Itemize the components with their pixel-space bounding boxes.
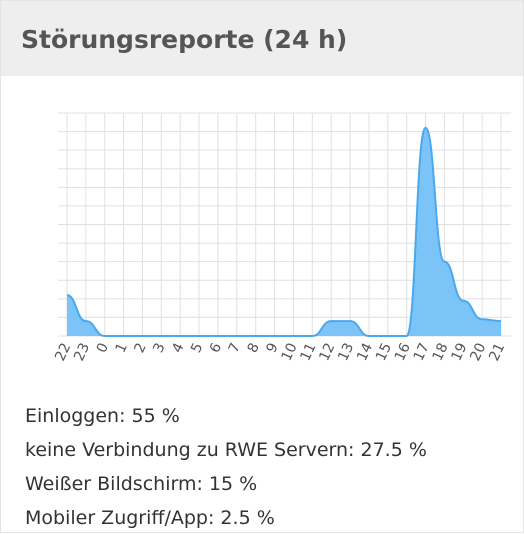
x-tick-label: 3 xyxy=(150,341,168,356)
x-tick-label: 19 xyxy=(448,341,470,364)
line xyxy=(66,126,502,337)
x-tick-label: 6 xyxy=(207,341,225,356)
x-tick-label: 1 xyxy=(113,341,131,356)
x-tick-label: 16 xyxy=(392,341,414,364)
x-tick-label: 14 xyxy=(354,341,376,364)
x-tick-label: 13 xyxy=(335,341,357,364)
x-tick-label: 8 xyxy=(245,341,263,356)
report-item: Weißer Bildschirm: 15 % xyxy=(25,473,258,495)
x-tick-label: 15 xyxy=(373,341,395,364)
area xyxy=(67,127,501,336)
report-item: Einloggen: 55 % xyxy=(25,405,180,427)
report-item: Mobiler Zugriff/App: 2.5 % xyxy=(25,507,275,529)
x-tick-label: 5 xyxy=(188,341,206,356)
x-tick-label: 17 xyxy=(411,341,433,364)
x-tick-label: 4 xyxy=(169,341,187,356)
x-tick-label: 7 xyxy=(226,341,244,356)
x-tick-label: 11 xyxy=(298,341,320,364)
report-item: keine Verbindung zu RWE Servern: 27.5 % xyxy=(25,439,427,461)
x-tick-label: 9 xyxy=(264,341,282,356)
report-list: Einloggen: 55 % keine Verbindung zu RWE S… xyxy=(25,399,427,535)
x-tick-label: 22 xyxy=(52,341,74,364)
title: Störungsreporte (24 h) xyxy=(21,25,348,54)
x-tick-label: 12 xyxy=(316,341,338,364)
x-tick-label: 21 xyxy=(486,341,508,364)
x-tick-label: 20 xyxy=(467,341,489,364)
x-tick-label: 18 xyxy=(430,341,452,364)
header: Störungsreporte (24 h) xyxy=(1,1,523,76)
x-tick-label: 0 xyxy=(94,341,112,356)
x-tick-label: 10 xyxy=(279,341,301,364)
x-tick-label: 2 xyxy=(131,341,149,356)
x-tick-label: 23 xyxy=(71,341,93,364)
